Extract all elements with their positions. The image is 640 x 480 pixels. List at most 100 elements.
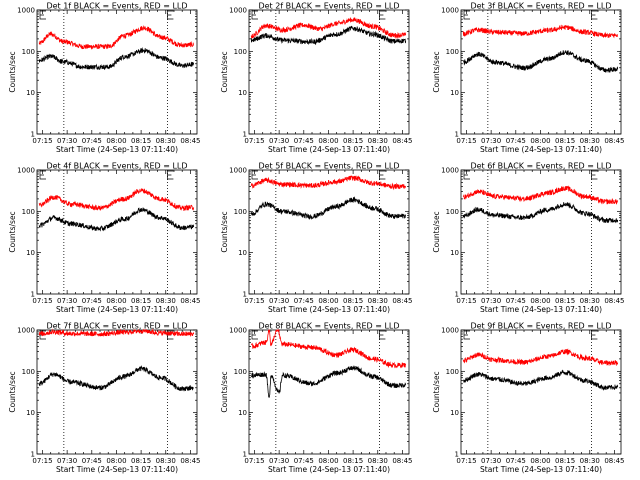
y-tick-label: 1 — [455, 131, 459, 139]
y-tick-label: 100 — [446, 208, 459, 216]
x-tick-label: 08:30 — [368, 457, 388, 465]
events-series-line — [38, 365, 194, 392]
y-tick-label: 10 — [26, 89, 35, 97]
panel-title: Det 7f BLACK = Events, RED = LLD — [46, 322, 187, 331]
lld-series-line — [462, 348, 619, 367]
x-axis-label: Start Time (24-Sep-13 07:11:40) — [268, 145, 390, 154]
x-tick-label: 07:45 — [506, 297, 526, 305]
x-tick-label: 07:45 — [82, 457, 102, 465]
plot-frame — [460, 329, 622, 455]
y-tick-label: 10 — [26, 409, 35, 417]
plot-frame — [248, 329, 410, 455]
x-tick-label: 08:30 — [580, 297, 600, 305]
x-tick-label: 07:45 — [294, 457, 314, 465]
y-axis-label: Counts/sec — [220, 371, 229, 412]
x-tick-label: 08:45 — [604, 137, 624, 145]
panel-title: Det 3f BLACK = Events, RED = LLD — [470, 2, 611, 11]
y-tick-label: 1000 — [229, 7, 247, 15]
x-tick-label: 08:15 — [131, 297, 151, 305]
panel-title: Det 1f BLACK = Events, RED = LLD — [46, 2, 187, 11]
x-tick-label: 08:30 — [156, 457, 176, 465]
x-tick-label: 07:30 — [481, 137, 501, 145]
x-tick-label: 07:15 — [456, 137, 476, 145]
plot-frame — [248, 169, 410, 295]
x-tick-label: 07:45 — [506, 457, 526, 465]
x-tick-label: 08:45 — [180, 137, 200, 145]
x-tick-label: 08:30 — [156, 137, 176, 145]
y-tick-label: 1 — [31, 451, 35, 459]
y-tick-label: 10 — [450, 409, 459, 417]
lld-series-line — [462, 24, 618, 39]
e-marker-start — [251, 10, 258, 20]
x-tick-label: 08:30 — [368, 137, 388, 145]
panel-title: Det 5f BLACK = Events, RED = LLD — [258, 162, 399, 171]
x-axis-label: Start Time (24-Sep-13 07:11:40) — [56, 465, 178, 474]
y-tick-label: 10 — [26, 249, 35, 257]
y-tick-label: 1000 — [229, 167, 247, 175]
x-tick-label: 07:15 — [244, 137, 264, 145]
x-tick-label: 07:45 — [82, 297, 102, 305]
lld-series-line — [38, 25, 195, 50]
lld-series-line — [38, 328, 195, 337]
x-tick-label: 08:00 — [530, 297, 550, 305]
panel-det-4: Det 4f BLACK = Events, RED = LLD 1 10 100 10… — [8, 162, 201, 315]
x-tick-label: 08:15 — [555, 137, 575, 145]
panel-det-7: Det 7f BLACK = Events, RED = LLD 1 10 100 10… — [8, 322, 201, 475]
e-marker — [167, 10, 174, 20]
x-tick-label: 08:15 — [131, 137, 151, 145]
x-tick-label: 07:45 — [506, 137, 526, 145]
y-axis-label: Counts/sec — [8, 211, 17, 252]
y-tick-label: 1 — [455, 291, 459, 299]
y-axis-label: Counts/sec — [220, 51, 229, 92]
x-tick-label: 07:30 — [481, 457, 501, 465]
e-marker-start — [39, 170, 46, 180]
x-tick-label: 08:00 — [318, 297, 338, 305]
y-tick-label: 10 — [238, 409, 247, 417]
x-tick-label: 07:15 — [244, 297, 264, 305]
x-axis-label: Start Time (24-Sep-13 07:11:40) — [480, 145, 602, 154]
panel-det-8: Det 8f BLACK = Events, RED = LLD 1 10 100 10… — [220, 322, 413, 475]
x-tick-label: 08:15 — [131, 457, 151, 465]
events-series-line — [38, 207, 195, 232]
x-tick-label: 07:30 — [57, 137, 77, 145]
y-tick-label: 1 — [243, 291, 247, 299]
lld-series-line — [38, 188, 195, 211]
panel-det-1: Det 1f BLACK = Events, RED = LLD 1 10 100 10… — [8, 2, 201, 155]
x-tick-label: 07:15 — [32, 297, 52, 305]
y-tick-label: 100 — [234, 48, 247, 56]
y-tick-label: 1000 — [17, 7, 35, 15]
e-marker — [591, 10, 598, 20]
y-tick-label: 1 — [243, 451, 247, 459]
panel-det-6: Det 6f BLACK = Events, RED = LLD 1 10 100 10… — [432, 162, 625, 315]
panel-det-5: Det 5f BLACK = Events, RED = LLD 1 10 100 10… — [220, 162, 413, 315]
x-tick-label: 08:15 — [555, 457, 575, 465]
y-tick-label: 100 — [446, 368, 459, 376]
plot-frame — [460, 169, 622, 295]
y-tick-label: 100 — [234, 208, 247, 216]
y-tick-label: 1000 — [441, 7, 459, 15]
events-series-line — [250, 25, 407, 46]
x-tick-label: 08:00 — [106, 457, 126, 465]
e-marker — [591, 170, 598, 180]
y-tick-label: 100 — [22, 368, 35, 376]
y-tick-label: 10 — [238, 89, 247, 97]
panel-title: Det 8f BLACK = Events, RED = LLD — [258, 322, 399, 331]
y-tick-label: 10 — [450, 89, 459, 97]
x-tick-label: 07:45 — [82, 137, 102, 145]
plot-frame — [248, 9, 410, 135]
panel-det-2: Det 2f BLACK = Events, RED = LLD 1 10 100 10… — [220, 2, 413, 155]
x-tick-label: 08:30 — [156, 297, 176, 305]
panel-title: Det 2f BLACK = Events, RED = LLD — [258, 2, 399, 11]
y-tick-label: 100 — [234, 368, 247, 376]
e-marker-start — [251, 330, 258, 340]
x-tick-label: 08:00 — [530, 137, 550, 145]
lld-series-line — [462, 185, 619, 205]
e-marker — [379, 10, 386, 20]
panel-title: Det 4f BLACK = Events, RED = LLD — [46, 162, 187, 171]
y-tick-label: 1 — [243, 131, 247, 139]
x-tick-label: 08:00 — [318, 457, 338, 465]
e-marker — [379, 330, 386, 340]
y-axis-label: Counts/sec — [432, 211, 441, 252]
plot-frame — [460, 9, 622, 135]
